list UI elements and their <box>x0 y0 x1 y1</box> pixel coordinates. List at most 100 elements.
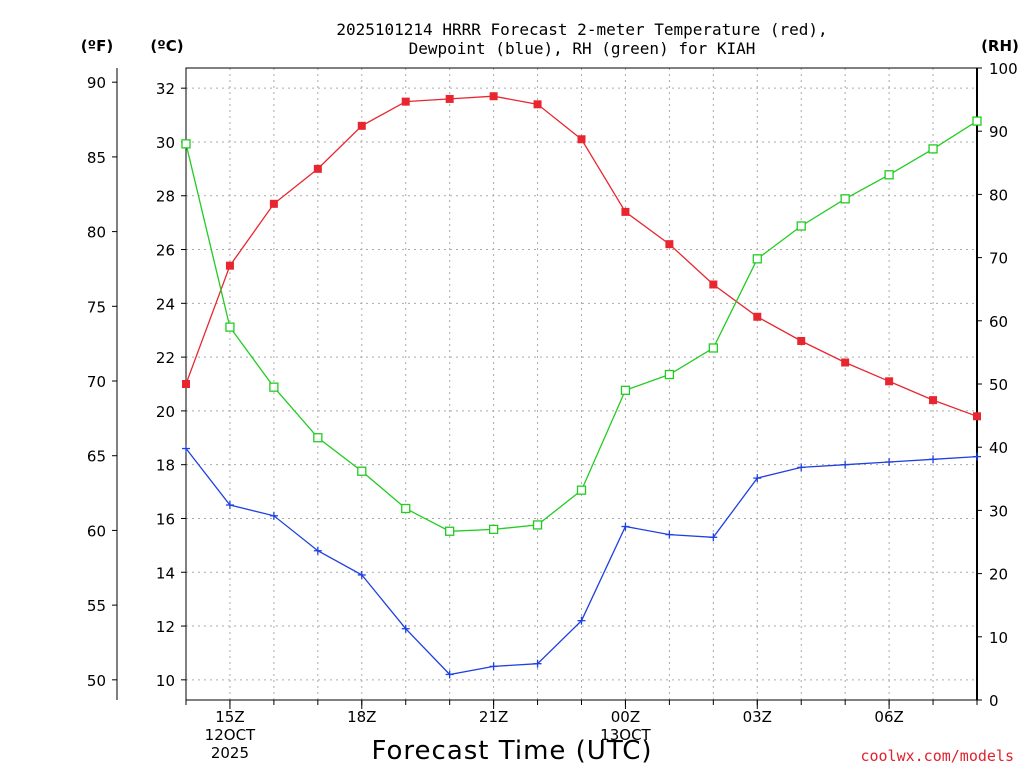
x-tick-label: 13OCT <box>600 726 651 744</box>
fahrenheit-tick-label: 70 <box>87 373 106 391</box>
celsius-tick-label: 30 <box>156 134 175 152</box>
dewpoint-point <box>269 511 278 520</box>
dewpoint-point <box>401 624 410 633</box>
temperature-point <box>709 280 718 289</box>
x-tick-label: 21Z <box>479 708 508 726</box>
dewpoint-point <box>489 662 498 671</box>
rh-point <box>225 322 235 332</box>
fahrenheit-tick-label: 50 <box>87 672 106 690</box>
x-tick-label: 12OCT <box>205 726 256 744</box>
plot-frame <box>185 67 978 701</box>
x-tick-label: 2025 <box>211 744 249 762</box>
celsius-tick-label: 32 <box>156 80 175 98</box>
rh-tick-label: 70 <box>989 250 1008 268</box>
chart-title-line1: 2025101214 HRRR Forecast 2-meter Tempera… <box>336 20 827 39</box>
fahrenheit-tick-label: 85 <box>87 149 106 167</box>
x-tick-label: 15Z <box>215 708 244 726</box>
celsius-tick-label: 10 <box>156 672 175 690</box>
temperature-point <box>225 261 234 270</box>
dewpoint-point <box>445 670 454 679</box>
fahrenheit-tick-label: 75 <box>87 298 106 316</box>
axes: 50 55 60 65 70 75 80 85 90 10 12 14 16 18 20 22 24 26 28 30… <box>87 60 1018 762</box>
temperature-point <box>665 240 674 249</box>
dewpoint-point <box>533 659 542 668</box>
fahrenheit-tick-label: 80 <box>87 224 106 242</box>
temperature-point <box>401 97 410 106</box>
fahrenheit-unit-label: (ºF) <box>81 37 113 55</box>
x-tick-label: 00Z <box>611 708 640 726</box>
celsius-tick-label: 28 <box>156 188 175 206</box>
dewpoint-point <box>182 444 190 453</box>
temperature-point <box>841 358 850 367</box>
rh-point <box>620 385 631 395</box>
rh-tick-label: 60 <box>989 313 1008 331</box>
celsius-tick-label: 20 <box>156 403 175 421</box>
rh-point <box>796 221 806 231</box>
temperature-point <box>489 92 498 101</box>
gridlines <box>186 68 977 700</box>
dewpoint-point <box>973 452 981 461</box>
dewpoint-point <box>357 570 366 579</box>
temperature-point <box>973 412 981 421</box>
temperature-point <box>577 135 586 144</box>
temperature-point <box>445 94 454 103</box>
fahrenheit-tick-label: 65 <box>87 448 106 466</box>
dewpoint-point <box>577 616 586 625</box>
temperature-point <box>182 380 190 388</box>
fahrenheit-tick-label: 90 <box>87 74 106 92</box>
celsius-tick-label: 12 <box>156 618 175 636</box>
rh-point <box>401 503 411 514</box>
rh-tick-label: 100 <box>989 60 1018 78</box>
rh-point <box>576 485 587 495</box>
rh-tick-label: 10 <box>989 629 1008 647</box>
rh-point <box>972 116 982 126</box>
fahrenheit-tick-label: 60 <box>87 522 106 540</box>
fahrenheit-tick-label: 55 <box>87 597 106 615</box>
rh-unit-label: (RH) <box>981 37 1019 55</box>
rh-point <box>357 466 367 476</box>
rh-tick-label: 80 <box>989 186 1008 204</box>
celsius-tick-label: 26 <box>156 242 175 260</box>
celsius-tick-label: 18 <box>156 457 175 475</box>
celsius-tick-label: 16 <box>156 510 175 528</box>
celsius-unit-label: (ºC) <box>150 37 183 55</box>
rh-tick-label: 50 <box>989 376 1008 394</box>
dewpoint-point <box>753 474 762 483</box>
temperature-point <box>269 199 278 208</box>
temperature-point <box>313 164 322 173</box>
x-tick-label: 18Z <box>347 708 376 726</box>
temperature-point <box>753 312 762 321</box>
dewpoint-point <box>885 457 894 466</box>
temperature-point <box>929 396 938 405</box>
temperature-point <box>885 377 894 386</box>
dewpoint-point <box>797 463 806 472</box>
temperature-point <box>797 336 806 345</box>
credit-text: coolwx.com/models <box>860 747 1014 765</box>
rh-point <box>752 254 762 264</box>
celsius-tick-label: 14 <box>156 564 175 582</box>
rh-point <box>532 520 543 530</box>
dewpoint-point <box>225 501 234 510</box>
rh-tick-label: 90 <box>989 123 1008 141</box>
rh-point <box>181 139 191 149</box>
dewpoint-point <box>665 530 674 539</box>
rh-tick-label: 40 <box>989 439 1008 457</box>
celsius-tick-label: 24 <box>156 295 175 313</box>
chart-title-line2: Dewpoint (blue), RH (green) for KIAH <box>409 39 756 58</box>
rh-point <box>708 343 718 353</box>
x-axis-label: Forecast Time (UTC) <box>371 736 652 766</box>
rh-tick-label: 0 <box>989 692 999 710</box>
dewpoint-point <box>313 546 322 555</box>
rh-tick-label: 30 <box>989 502 1008 520</box>
rh-point <box>840 194 850 204</box>
rh-point <box>313 433 323 443</box>
rh-point <box>445 526 455 536</box>
rh-point <box>928 144 938 154</box>
temperature-point <box>533 100 542 109</box>
data-series <box>181 92 982 679</box>
x-tick-label: 06Z <box>874 708 903 726</box>
rh-tick-label: 20 <box>989 566 1008 584</box>
rh-point <box>884 170 894 180</box>
rh-point <box>664 369 675 380</box>
